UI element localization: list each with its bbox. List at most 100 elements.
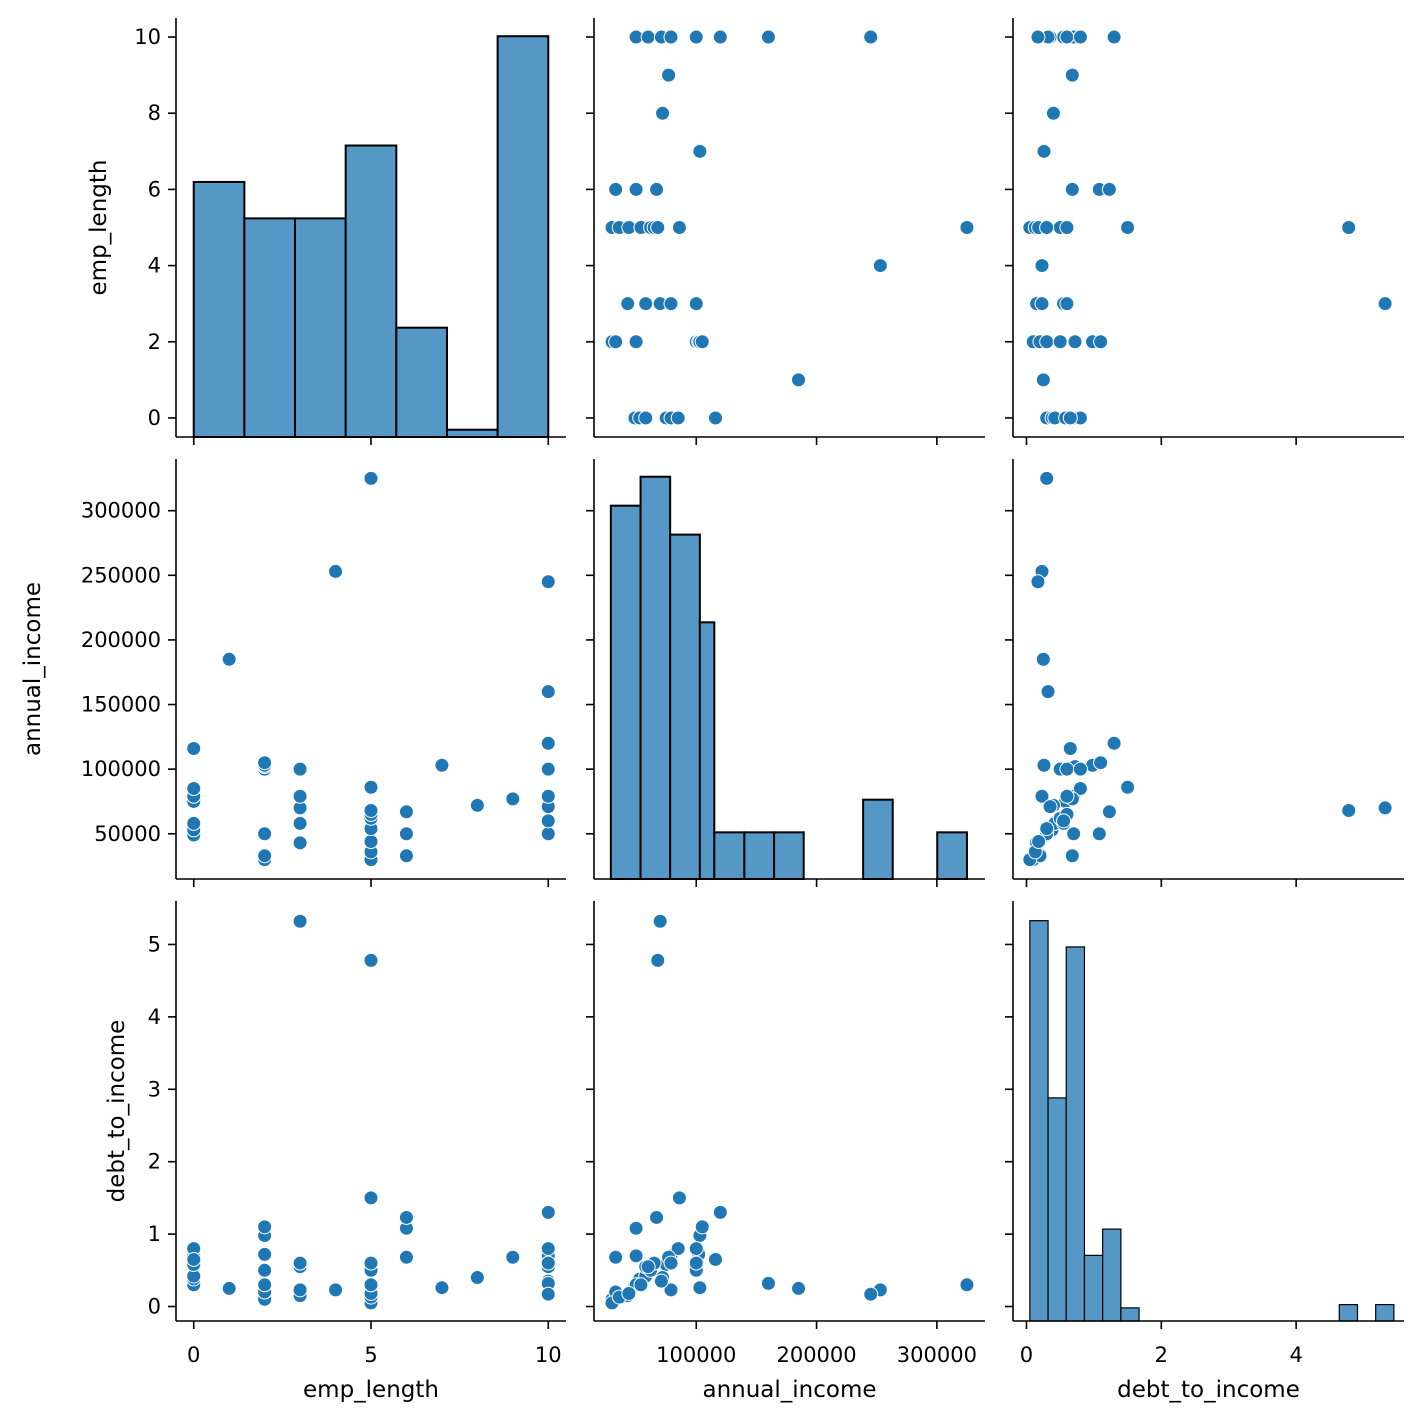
- scatter-point-annual_income-debt_to_income-36: [628, 1248, 644, 1264]
- scatter-point-debt_to_income-annual_income-19: [1059, 761, 1075, 777]
- scatter-point-emp_length-annual_income-2: [186, 815, 202, 831]
- scatter-point-debt_to_income-emp_length-41: [1106, 29, 1122, 45]
- scatter-point-emp_length-debt_to_income-33: [434, 1280, 450, 1296]
- scatter-point-debt_to_income-annual_income-18: [1034, 788, 1050, 804]
- scatter-point-emp_length-annual_income-37: [540, 813, 556, 829]
- y-tick-label: 150000: [81, 693, 161, 717]
- scatter-point-annual_income-emp_length-20: [872, 258, 888, 274]
- y-tick-label: 300000: [81, 499, 161, 523]
- scatter-point-debt_to_income-emp_length-7: [1035, 372, 1051, 388]
- scatter-point-annual_income-emp_length-29: [959, 220, 975, 235]
- scatter-point-emp_length-debt_to_income-11: [257, 1262, 273, 1278]
- y-tick-label: 1: [148, 1222, 161, 1246]
- scatter-point-annual_income-debt_to_income-39: [663, 1255, 679, 1271]
- scatter-point-emp_length-debt_to_income-32: [398, 1209, 414, 1225]
- y-tick-label: 0: [148, 406, 161, 430]
- scatter-point-emp_length-annual_income-10: [257, 826, 273, 842]
- scatter-point-debt_to_income-emp_length-17: [1377, 296, 1393, 312]
- scatter-point-debt_to_income-emp_length-32: [1101, 181, 1117, 197]
- y-tick-label: 2: [148, 1150, 161, 1174]
- y-tick-label: 2: [148, 330, 161, 354]
- scatter-point-debt_to_income-annual_income-41: [1106, 735, 1122, 751]
- scatter-point-debt_to_income-emp_length-19: [1059, 296, 1075, 312]
- scatter-point-annual_income-debt_to_income-23: [621, 1285, 637, 1301]
- scatter-point-annual_income-emp_length-2: [638, 410, 654, 426]
- scatter-point-debt_to_income-emp_length-14: [1093, 334, 1109, 350]
- scatter-point-debt_to_income-emp_length-39: [1059, 29, 1075, 45]
- x-axis-label-debt_to_income: debt_to_income: [1117, 1377, 1300, 1403]
- hist-bar-emp_length-4: [395, 326, 448, 438]
- scatter-point-emp_length-annual_income-7: [221, 651, 237, 667]
- scatter-point-annual_income-emp_length-15: [620, 296, 636, 312]
- scatter-point-emp_length-annual_income-5: [186, 781, 202, 797]
- scatter-point-emp_length-annual_income-36: [540, 826, 556, 842]
- scatter-point-annual_income-emp_length-6: [708, 410, 724, 426]
- scatter-point-annual_income-debt_to_income-29: [959, 1277, 975, 1293]
- scatter-point-emp_length-annual_income-33: [434, 757, 450, 773]
- scatter-point-emp_length-annual_income-40: [540, 761, 556, 777]
- scatter-point-annual_income-debt_to_income-6: [708, 1251, 724, 1267]
- scatter-point-debt_to_income-annual_income-30: [1064, 848, 1080, 864]
- scatter-point-debt_to_income-annual_income-29: [1039, 470, 1055, 486]
- hist-bar-annual_income-3: [698, 621, 716, 880]
- scatter-point-debt_to_income-emp_length-43: [1030, 29, 1046, 45]
- scatter-point-emp_length-annual_income-27: [363, 803, 379, 819]
- scatter-point-annual_income-debt_to_income-17: [652, 913, 668, 929]
- scatter-point-debt_to_income-annual_income-7: [1035, 651, 1051, 667]
- scatter-point-emp_length-annual_income-35: [505, 791, 521, 807]
- y-tick-label: 4: [148, 254, 161, 278]
- scatter-point-annual_income-emp_length-27: [650, 220, 666, 235]
- scatter-point-emp_length-debt_to_income-18: [292, 1282, 308, 1298]
- scatter-point-emp_length-debt_to_income-26: [363, 1255, 379, 1271]
- scatter-point-emp_length-debt_to_income-12: [257, 1246, 273, 1262]
- y-tick-label: 100000: [81, 757, 161, 781]
- scatter-point-emp_length-debt_to_income-43: [540, 1286, 556, 1302]
- scatter-point-emp_length-annual_income-23: [363, 834, 379, 850]
- hist-bar-debt_to_income-19: [1375, 1303, 1395, 1322]
- scatter-point-emp_length-annual_income-31: [398, 826, 414, 842]
- scatter-point-annual_income-emp_length-43: [863, 29, 879, 45]
- scatter-point-emp_length-annual_income-42: [540, 684, 556, 700]
- scatter-point-annual_income-emp_length-32: [649, 181, 665, 197]
- scatter-point-annual_income-debt_to_income-40: [688, 1241, 704, 1257]
- hist-bar-debt_to_income-0: [1029, 920, 1049, 1322]
- scatter-point-annual_income-debt_to_income-42: [760, 1275, 776, 1291]
- scatter-point-debt_to_income-emp_length-11: [1052, 334, 1068, 350]
- scatter-point-annual_income-emp_length-14: [694, 334, 710, 350]
- scatter-point-emp_length-debt_to_income-14: [257, 1219, 273, 1235]
- scatter-point-debt_to_income-annual_income-36: [1066, 826, 1082, 842]
- scatter-point-debt_to_income-annual_income-24: [1039, 821, 1055, 837]
- x-tick-label: 5: [364, 1343, 377, 1367]
- scatter-point-emp_length-annual_income-20: [328, 563, 344, 579]
- scatter-point-debt_to_income-annual_income-32: [1101, 804, 1117, 820]
- scatter-point-annual_income-emp_length-18: [663, 296, 679, 312]
- y-axis-label-debt_to_income: debt_to_income: [104, 1020, 130, 1203]
- scatter-point-emp_length-debt_to_income-20: [328, 1282, 344, 1298]
- scatter-point-emp_length-debt_to_income-10: [257, 1277, 273, 1293]
- hist-bar-debt_to_income-3: [1083, 1254, 1104, 1322]
- scatter-point-annual_income-debt_to_income-24: [633, 1277, 649, 1293]
- scatter-point-debt_to_income-annual_income-43: [1030, 574, 1046, 590]
- scatter-point-emp_length-annual_income-32: [398, 804, 414, 820]
- scatter-point-annual_income-debt_to_income-38: [653, 1273, 669, 1289]
- y-tick-label: 6: [148, 177, 161, 201]
- scatter-point-annual_income-debt_to_income-19: [688, 1255, 704, 1271]
- scatter-point-debt_to_income-annual_income-23: [1031, 834, 1047, 850]
- scatter-point-annual_income-emp_length-40: [688, 29, 704, 45]
- scatter-point-emp_length-annual_income-41: [540, 735, 556, 751]
- scatter-point-annual_income-debt_to_income-37: [640, 1259, 656, 1275]
- scatter-point-debt_to_income-annual_income-28: [1120, 779, 1136, 795]
- scatter-point-emp_length-debt_to_income-40: [540, 1241, 556, 1257]
- scatter-point-annual_income-debt_to_income-28: [671, 1190, 687, 1206]
- scatter-point-debt_to_income-emp_length-35: [1064, 67, 1080, 83]
- hist-bar-annual_income-7: [862, 798, 894, 881]
- scatter-point-annual_income-debt_to_income-5: [670, 1241, 686, 1257]
- scatter-point-annual_income-debt_to_income-7: [791, 1280, 807, 1296]
- scatter-point-annual_income-emp_length-42: [760, 29, 776, 45]
- y-tick-label: 50000: [94, 822, 161, 846]
- hist-bar-annual_income-4: [713, 831, 746, 880]
- hist-bar-emp_length-1: [243, 217, 297, 438]
- scatter-point-debt_to_income-annual_income-42: [1040, 684, 1056, 700]
- scatter-point-annual_income-emp_length-9: [608, 334, 624, 350]
- scatter-point-annual_income-emp_length-19: [688, 296, 704, 312]
